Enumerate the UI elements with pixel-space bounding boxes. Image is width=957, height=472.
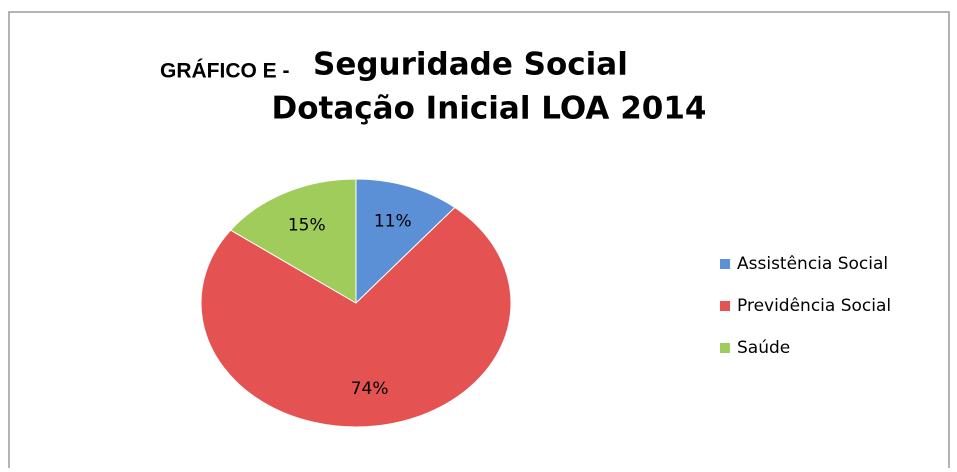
legend-label: Previdência Social: [737, 296, 891, 316]
legend-swatch: [720, 343, 730, 353]
chart-title: Seguridade Social: [313, 47, 628, 83]
chart-title: Dotação Inicial LOA 2014: [272, 91, 707, 127]
pie-slice: [229, 178, 357, 304]
pie-slice: [200, 206, 512, 428]
legend-label: Saúde: [737, 338, 790, 358]
data-label: 11%: [374, 211, 412, 231]
data-label: 74%: [351, 379, 389, 399]
pie-slice: [355, 178, 456, 305]
legend-label: Assistência Social: [737, 254, 888, 274]
data-label: 15%: [288, 216, 326, 236]
chart-label: GRÁFICO E -: [160, 60, 290, 83]
legend-swatch: [720, 259, 730, 269]
legend-swatch: [720, 301, 730, 311]
